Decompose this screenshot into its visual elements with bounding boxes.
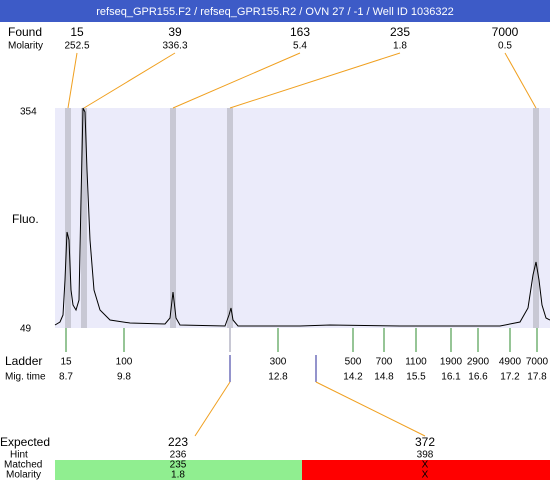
peak-band (227, 108, 233, 328)
plot-area (55, 108, 550, 328)
mig-time: 17.2 (500, 372, 520, 383)
mig-time: 9.8 (117, 372, 131, 383)
molarity: X (422, 470, 429, 480)
connector (194, 381, 231, 437)
ladder-size: 1900 (440, 357, 463, 368)
peak-connector (67, 52, 78, 109)
peak-band (65, 108, 71, 328)
peak-connector (172, 52, 301, 109)
hint-label: Hint (10, 450, 28, 461)
peak-band (533, 108, 539, 328)
mig-time: 17.8 (527, 372, 547, 383)
mig-time: 8.7 (59, 372, 73, 383)
peak-connector (83, 52, 176, 109)
found-size: 163 (290, 25, 310, 39)
ladder-size: 1100 (405, 357, 427, 368)
ladder-label: Ladder (5, 354, 42, 368)
connector (315, 381, 426, 437)
hint: 398 (417, 450, 434, 461)
mig-time: 12.8 (268, 372, 288, 383)
ladder-size: 2900 (467, 357, 490, 368)
mig-time: 16.6 (468, 372, 488, 383)
matched-bar (55, 460, 302, 480)
found-molarity-label: Molarity (8, 41, 43, 52)
found-molarity: 252.5 (64, 41, 89, 52)
expected-size: 372 (415, 435, 435, 449)
ladder-size: 15 (60, 357, 72, 368)
y-max: 354 (20, 107, 37, 118)
peak-band (170, 108, 176, 328)
y-min: 49 (20, 324, 32, 335)
ladder-size: 100 (116, 357, 133, 368)
trace (54, 107, 550, 327)
ladder-size: 700 (376, 357, 393, 368)
y-label: Fluo. (12, 212, 39, 226)
matched-label: Matched (4, 460, 42, 471)
ladder-size: 4900 (499, 357, 522, 368)
ladder-size: 300 (270, 357, 287, 368)
peak-band (81, 108, 87, 328)
matched: X (422, 460, 429, 471)
found-molarity: 5.4 (293, 41, 307, 52)
mig-time: 16.1 (441, 372, 461, 383)
found-size: 15 (70, 25, 84, 39)
found-molarity: 0.5 (498, 41, 512, 52)
mig-time: 14.8 (374, 372, 394, 383)
peak-connector (229, 52, 401, 109)
peak-connector (504, 52, 537, 109)
hint: 236 (170, 450, 187, 461)
ladder-size: 7000 (526, 357, 549, 368)
expected-size: 223 (168, 435, 188, 449)
found-size: 235 (390, 25, 410, 39)
molarity-label: Molarity (6, 470, 41, 480)
title: refseq_GPR155.F2 / refseq_GPR155.R2 / OV… (96, 6, 453, 18)
found-molarity: 1.8 (393, 41, 407, 52)
found-molarity: 336.3 (162, 41, 187, 52)
unmatched-bar (302, 460, 550, 480)
mig-time: 14.2 (343, 372, 363, 383)
ladder-size: 500 (345, 357, 362, 368)
molarity: 1.8 (171, 470, 185, 480)
found-label: Found (8, 25, 42, 39)
found-size: 7000 (492, 25, 519, 39)
matched: 235 (170, 460, 187, 471)
mig-time-label: Mig. time (5, 372, 46, 383)
expected-label: Expected (0, 435, 50, 449)
found-size: 39 (168, 25, 182, 39)
mig-time: 15.5 (406, 372, 426, 383)
title-bar (0, 0, 550, 22)
